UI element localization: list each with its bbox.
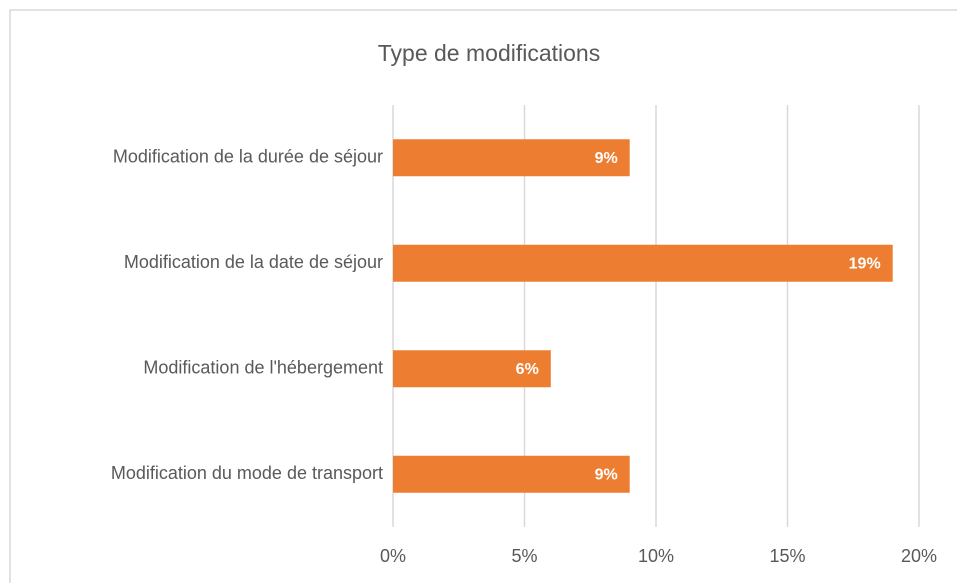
y-tick-label: Modification du mode de transport — [111, 463, 383, 483]
x-tick-label: 20% — [901, 546, 937, 566]
x-tick-label: 5% — [511, 546, 537, 566]
chart-border — [9, 9, 957, 588]
bar — [393, 350, 551, 388]
data-label: 6% — [516, 361, 539, 378]
x-tick-label: 0% — [380, 546, 406, 566]
chart-title: Type de modifications — [378, 40, 600, 66]
y-tick-label: Modification de l'hébergement — [143, 358, 383, 378]
data-label: 9% — [595, 466, 618, 483]
bar — [393, 455, 630, 493]
y-tick-label: Modification de la date de séjour — [124, 252, 383, 272]
bar — [393, 139, 630, 177]
data-label: 19% — [849, 255, 881, 272]
x-tick-label: 15% — [769, 546, 805, 566]
y-tick-label: Modification de la durée de séjour — [113, 147, 383, 167]
x-tick-label: 10% — [638, 546, 674, 566]
bar — [393, 244, 893, 282]
data-label: 9% — [595, 150, 618, 167]
